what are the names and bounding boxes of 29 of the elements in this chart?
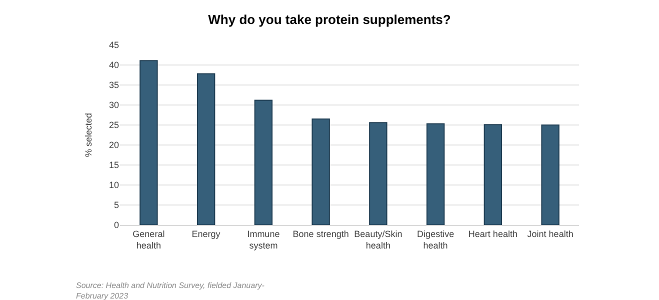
y-axis-title: % selected [83, 112, 94, 158]
bar [312, 118, 330, 225]
x-tick-label: Joint health [527, 228, 574, 239]
y-tick-label: 30 [108, 100, 119, 110]
y-tick-label: 20 [108, 140, 119, 150]
bar [426, 123, 445, 225]
y-tick-label: 40 [108, 60, 119, 70]
x-tick-label: Immune system [247, 228, 280, 250]
x-tick-label: Bone strength [292, 228, 349, 239]
x-tick-label: Energy [192, 228, 221, 239]
y-tick-label: 35 [108, 80, 119, 90]
bar [254, 100, 273, 225]
bar [196, 73, 216, 225]
y-tick-label: 15 [108, 160, 119, 170]
chart-title: Why do you take protein supplements? [208, 12, 451, 28]
y-tick-label: 5 [114, 200, 119, 210]
y-tick-label: 0 [114, 220, 119, 230]
x-tick-label: Beauty/Skin health [354, 228, 402, 250]
bar [140, 60, 158, 225]
y-tick-label: 10 [108, 180, 119, 190]
source-note: Source: Health and Nutrition Survey, fielded January- February 2023 [76, 281, 265, 300]
x-tick-label: General health [132, 228, 165, 250]
x-tick-label: Heart health [468, 228, 518, 239]
y-tick-label: 45 [108, 40, 119, 50]
bar [541, 124, 560, 225]
x-tick-label: Digestive health [417, 228, 454, 250]
bar [484, 124, 502, 225]
bar [369, 122, 388, 225]
y-tick-label: 25 [108, 120, 119, 130]
